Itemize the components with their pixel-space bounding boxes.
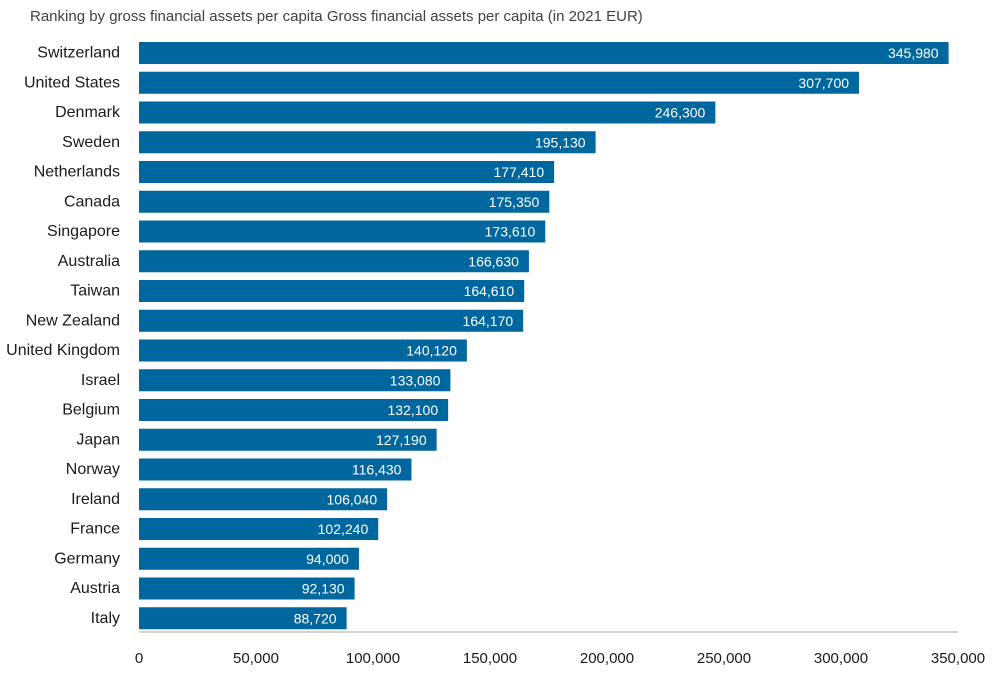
category-label: United States	[24, 74, 120, 91]
bar	[139, 190, 550, 213]
bar	[139, 131, 596, 154]
bar	[139, 458, 412, 481]
category-label: Australia	[58, 253, 120, 270]
x-tick-label: 350,000	[931, 650, 985, 667]
category-label: Austria	[70, 580, 120, 597]
data-label: 307,700	[798, 75, 849, 91]
data-label: 116,430	[352, 462, 402, 478]
bar	[139, 309, 524, 332]
data-label: 106,040	[327, 491, 378, 507]
x-tick-label: 0	[135, 650, 143, 667]
bar	[139, 71, 860, 94]
category-label: Japan	[76, 431, 120, 448]
data-label: 127,190	[376, 432, 427, 448]
category-label: United Kingdom	[6, 342, 120, 359]
category-label: Israel	[81, 372, 120, 389]
data-label: 345,980	[888, 45, 939, 61]
bar	[139, 220, 546, 243]
data-label: 195,130	[535, 134, 586, 150]
category-label: Canada	[64, 193, 120, 210]
bar	[139, 518, 379, 540]
category-label: France	[70, 521, 120, 538]
data-label: 132,100	[388, 402, 439, 418]
data-label: 246,300	[655, 105, 706, 121]
category-label: Denmark	[55, 104, 121, 121]
data-label: 102,240	[318, 521, 369, 537]
category-label: New Zealand	[26, 312, 120, 329]
bar	[139, 101, 716, 124]
bar	[139, 161, 555, 183]
x-tick-label: 50,000	[233, 650, 279, 667]
bar	[139, 250, 529, 273]
bar	[139, 280, 525, 302]
data-label: 173,610	[485, 224, 536, 240]
category-label: Ireland	[71, 491, 120, 508]
data-label: 166,630	[468, 253, 519, 269]
category-label: Singapore	[47, 223, 120, 240]
chart-title: Ranking by gross financial assets per ca…	[30, 8, 643, 25]
bar	[139, 42, 949, 64]
data-label: 177,410	[494, 164, 545, 180]
data-label: 133,080	[390, 372, 441, 388]
data-label: 140,120	[406, 343, 457, 359]
x-tick-label: 200,000	[580, 650, 634, 667]
category-label: Italy	[91, 610, 120, 627]
data-label: 88,720	[294, 610, 337, 626]
category-label: Switzerland	[37, 45, 120, 62]
data-label: 175,350	[489, 194, 540, 210]
bar	[139, 339, 467, 362]
bar	[139, 577, 355, 600]
bar	[139, 607, 347, 630]
category-label: Sweden	[62, 134, 120, 151]
bar	[139, 369, 451, 392]
bar	[139, 488, 388, 511]
category-label: Netherlands	[34, 164, 120, 181]
category-label: Germany	[54, 550, 120, 567]
category-label: Norway	[66, 461, 120, 478]
bar	[139, 428, 437, 451]
x-tick-label: 300,000	[814, 650, 868, 667]
bar	[139, 547, 359, 570]
data-label: 94,000	[306, 551, 349, 567]
data-label: 164,610	[464, 283, 515, 299]
data-label: 92,130	[302, 581, 345, 597]
category-label: Belgium	[62, 402, 120, 419]
data-label: 164,170	[463, 313, 514, 329]
x-tick-label: 100,000	[346, 650, 400, 667]
x-tick-label: 150,000	[463, 650, 517, 667]
x-tick-label: 250,000	[697, 650, 751, 667]
bar	[139, 399, 449, 421]
category-label: Taiwan	[70, 283, 120, 300]
